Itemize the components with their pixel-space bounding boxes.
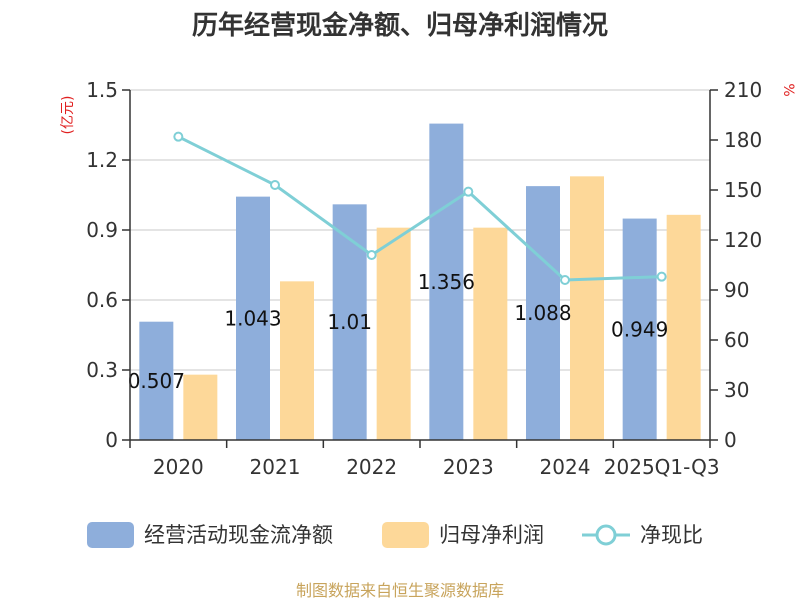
bar-operating-cash-flow [526, 186, 560, 440]
legend-item-operating-cash-flow[interactable]: 经营活动现金流净额 [87, 522, 333, 548]
bar-operating-cash-flow [139, 321, 174, 440]
bar-net-profit [473, 227, 508, 440]
bar-net-profit [280, 281, 314, 440]
x-tick-label: 2023 [443, 455, 494, 479]
x-tick-label: 2020 [153, 455, 204, 479]
bar-net-profit [183, 374, 218, 440]
y-left-tick-label: 0.9 [86, 218, 118, 242]
y-right-tick-label: 30 [724, 378, 749, 402]
ratio-point [366, 250, 377, 260]
bar-operating-cash-flow [236, 196, 270, 440]
legend-label-cash-ratio: 净现比 [640, 523, 703, 547]
y-left-tick-label: 0.3 [86, 358, 118, 382]
y-right-tick-label: 150 [724, 178, 762, 202]
data-source-note: 制图数据来自恒生聚源数据库 [296, 581, 504, 600]
data-label-operating-cash-flow: 1.01 [327, 310, 372, 334]
y-left-tick-label: 1.2 [86, 148, 118, 172]
legend-item-cash-ratio[interactable]: 净现比 [582, 523, 703, 547]
y-left-tick-label: 0.6 [86, 288, 118, 312]
ratio-line [173, 131, 667, 285]
y-left-tick-label: 1.5 [86, 78, 118, 102]
axes: 0 0.3 0.6 0.9 1.2 1.5 0 30 60 90 120 150 180 210 2020 2… [86, 78, 762, 479]
y-right-tick-label: 90 [724, 278, 749, 302]
x-tick-label: 2024 [540, 455, 591, 479]
y-right-tick-label: 210 [724, 78, 762, 102]
data-label-operating-cash-flow: 0.507 [128, 369, 185, 393]
y-right-unit-label: % [780, 83, 796, 96]
ratio-line-path [177, 135, 662, 282]
bar-operating-cash-flow [429, 123, 464, 440]
y-left-tick-label: 0 [105, 428, 118, 452]
legend-label-operating-cash-flow: 经营活动现金流净额 [144, 523, 333, 547]
bars [139, 123, 701, 441]
data-labels: 0.507 1.043 1.01 1.356 1.088 0.949 [128, 270, 669, 393]
data-label-operating-cash-flow: 0.949 [611, 317, 668, 341]
bar-net-profit [570, 176, 604, 441]
y-right-tick-label: 180 [724, 128, 762, 152]
chart-title: 历年经营现金净额、归母净利润情况 [192, 10, 608, 41]
data-label-operating-cash-flow: 1.356 [418, 270, 475, 294]
y-right-tick-label: 0 [724, 428, 737, 452]
legend-swatch-operating-cash-flow [87, 522, 134, 548]
y-right-tick-label: 120 [724, 228, 762, 252]
y-right-tick-label: 60 [724, 328, 749, 352]
legend-swatch-net-profit [382, 522, 429, 548]
ratio-point [656, 271, 667, 282]
y-left-unit-label: (亿元) [60, 96, 76, 135]
legend-label-net-profit: 归母净利润 [439, 523, 544, 547]
ratio-point [560, 275, 570, 285]
legend-marker-cash-ratio [595, 524, 617, 546]
legend-item-net-profit[interactable]: 归母净利润 [382, 522, 544, 548]
x-tick-label: 2022 [346, 455, 397, 479]
data-label-operating-cash-flow: 1.088 [514, 301, 571, 325]
bar-net-profit [666, 214, 701, 440]
bar-operating-cash-flow [332, 204, 367, 440]
bar-operating-cash-flow [622, 218, 657, 440]
ratio-point [463, 186, 474, 197]
legend: 经营活动现金流净额 归母净利润 净现比 [87, 522, 703, 548]
ratio-point [270, 180, 280, 190]
data-label-operating-cash-flow: 1.043 [224, 306, 281, 330]
ratio-point [173, 131, 184, 142]
x-tick-label: 2021 [250, 455, 301, 479]
x-tick-label: 2025Q1-Q3 [604, 455, 720, 479]
bar-net-profit [376, 227, 411, 440]
